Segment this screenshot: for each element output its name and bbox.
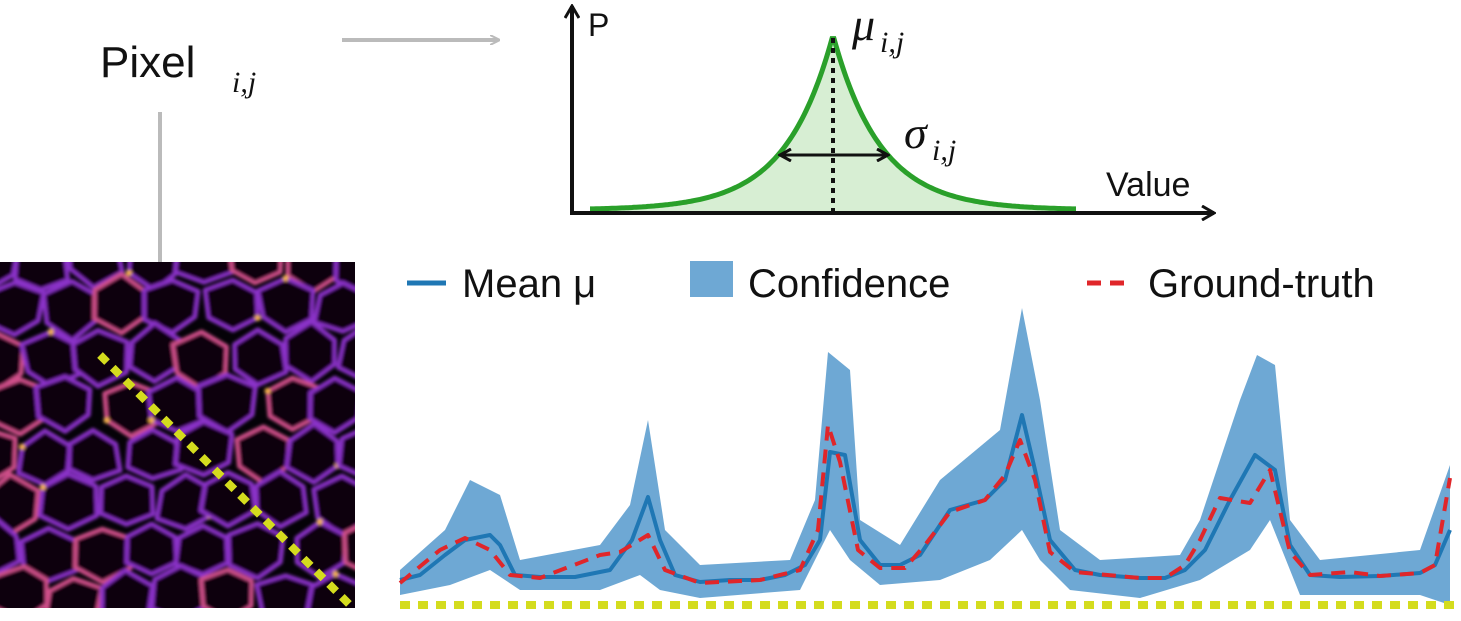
- y-axis-label: P: [588, 7, 609, 43]
- cell: [284, 421, 340, 485]
- cell: [199, 567, 254, 608]
- cell: [13, 262, 71, 292]
- legend-label: Mean μ: [462, 262, 596, 306]
- cell: [173, 262, 235, 285]
- bright-spot: [282, 275, 289, 282]
- cell: [0, 564, 49, 608]
- legend-label: Confidence: [748, 262, 950, 306]
- cell: [363, 472, 420, 531]
- confidence-band: [400, 308, 1450, 605]
- cell: [34, 374, 93, 434]
- cell: [124, 521, 179, 577]
- pixel-label: Pixel: [100, 38, 195, 87]
- ground-truth-line: [398, 423, 1452, 585]
- cell: [37, 471, 99, 532]
- cell: [0, 519, 22, 574]
- bright-spot: [175, 240, 181, 246]
- std-symbol: σ: [904, 107, 929, 158]
- cell: [337, 430, 355, 476]
- bright-spot: [103, 417, 110, 424]
- cell: [198, 470, 258, 529]
- bright-spot: [254, 315, 261, 321]
- bright-spot: [365, 322, 371, 328]
- std-subscript: i,j: [932, 134, 956, 167]
- bright-spot: [316, 518, 323, 525]
- cell: [254, 469, 309, 530]
- mean-symbol: μ: [851, 0, 875, 50]
- cell: [342, 525, 355, 570]
- cell: [229, 262, 284, 286]
- bright-spot: [148, 417, 155, 424]
- cell: [368, 282, 422, 337]
- cell: [255, 276, 316, 335]
- cell: [66, 427, 123, 483]
- cell: [336, 330, 355, 379]
- cell-image: [0, 240, 424, 621]
- cell: [98, 473, 156, 527]
- cell-walls: [0, 240, 424, 621]
- cell: [308, 375, 355, 435]
- cell: [254, 573, 317, 608]
- cell: [232, 327, 289, 388]
- x-axis-label: Value: [1106, 166, 1190, 204]
- cell: [371, 382, 424, 430]
- bright-spot: [332, 570, 339, 577]
- bright-spot: [39, 484, 46, 491]
- bright-spot: [264, 387, 271, 394]
- bright-spot: [125, 270, 132, 276]
- mean-line: [399, 413, 1452, 584]
- bright-spot: [42, 615, 48, 621]
- cell: [0, 431, 18, 479]
- legend-label: Ground-truth: [1148, 262, 1375, 306]
- distribution-area: [590, 38, 1076, 212]
- cell: [283, 319, 337, 384]
- cell: [0, 262, 18, 285]
- cell: [333, 262, 355, 294]
- cell: [312, 280, 355, 334]
- bright-spot: [390, 527, 396, 533]
- bright-spot: [47, 328, 54, 335]
- legend-swatch: [690, 261, 733, 297]
- bright-spot: [370, 516, 376, 522]
- sample-line: [97, 352, 355, 610]
- mean-subscript: i,j: [880, 26, 904, 59]
- bright-spot: [19, 443, 25, 450]
- pixel-subscript: i,j: [232, 66, 256, 99]
- cell: [67, 262, 125, 290]
